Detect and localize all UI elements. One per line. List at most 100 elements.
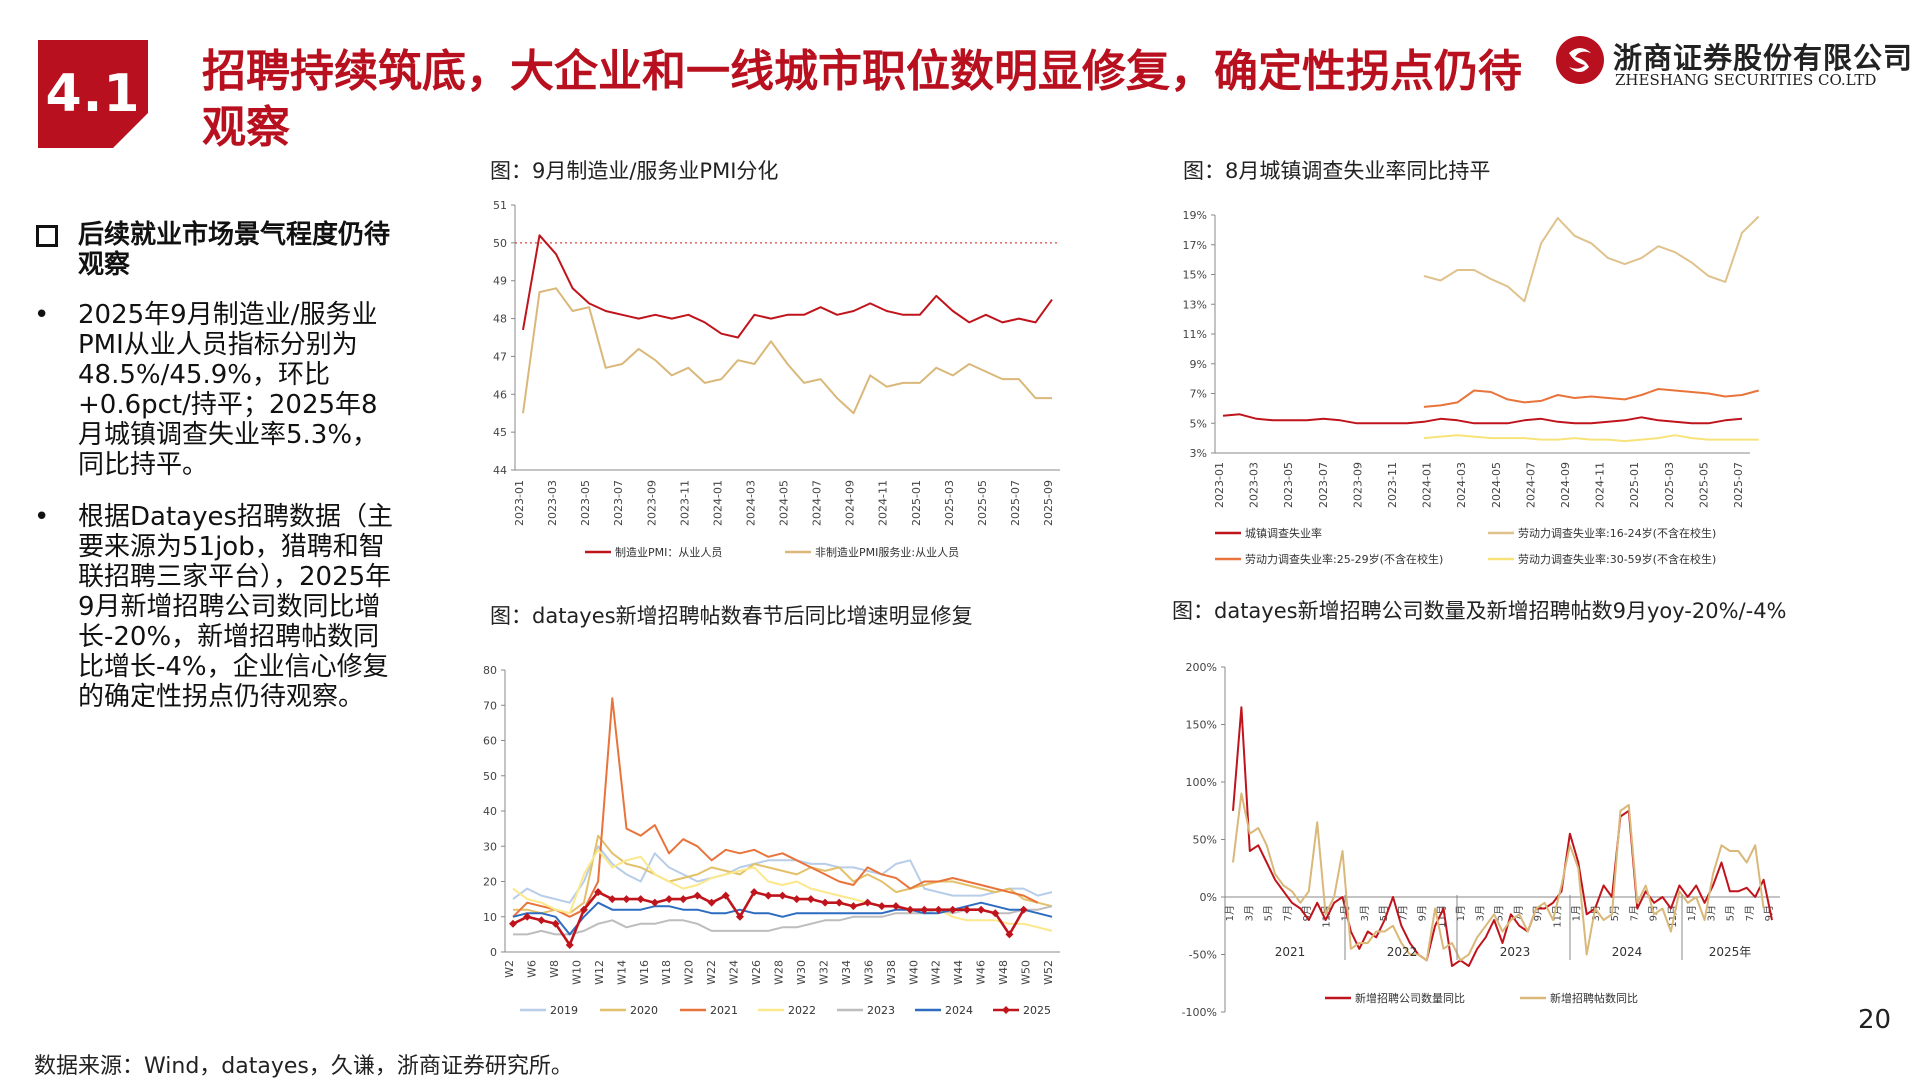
bullet-text: 2025年9月制造业/服务业PMI从业人员指标分别为48.5%/45.9%，环比… [78, 300, 379, 480]
x-tick-label: W40 [907, 960, 920, 985]
y-tick-label: 0% [1200, 891, 1217, 904]
x-tick-label: 2024-03 [1455, 462, 1468, 508]
legend-label: 2021 [710, 1004, 738, 1017]
data-point-marker [622, 895, 631, 904]
legend-label: 劳动力调查失业率:16-24岁(不含在校生) [1518, 526, 1716, 540]
legend-label: 2019 [550, 1004, 578, 1017]
legend-label: 城镇调查失业率 [1245, 526, 1322, 540]
y-tick-label: -50% [1189, 949, 1217, 962]
x-tick-label: 2023-11 [1386, 462, 1399, 508]
y-tick-label: 51 [493, 199, 507, 212]
year-label: 2024 [1612, 945, 1643, 959]
x-tick-label: 5月 [1263, 905, 1275, 921]
x-tick-label: 2024-05 [778, 480, 791, 526]
chart-4-title: 图：datayes新增招聘公司数量及新增招聘帖数9月yoy-20%/-4% [1172, 599, 1787, 623]
legend-label: 2022 [788, 1004, 816, 1017]
y-tick-label: 80 [483, 664, 497, 677]
x-tick-label: W18 [660, 960, 673, 985]
x-tick-label: 2023-05 [579, 480, 592, 526]
bullet-item: • 根据Datayes招聘数据（主要来源为51job，猎聘和智联招聘三家平台），… [34, 502, 394, 712]
series-line-3 [512, 848, 1053, 932]
logo-name-en: ZHESHANG SECURITIES CO.LTD [1615, 71, 1877, 89]
x-tick-label: 2024-07 [1524, 462, 1537, 508]
x-tick-label: 2023-07 [612, 480, 625, 526]
section-number-badge: 4.1 [38, 40, 148, 148]
x-tick-label: 2025-01 [1628, 462, 1641, 508]
data-point-marker [934, 905, 943, 914]
y-tick-label: 40 [483, 805, 497, 818]
data-point-marker [679, 895, 688, 904]
y-tick-label: -100% [1182, 1006, 1217, 1019]
series-line-0 [522, 234, 1053, 339]
x-tick-label: 2025-05 [1697, 462, 1710, 508]
legend-label: 新增招聘帖数同比 [1550, 991, 1638, 1005]
year-label: 2021 [1275, 945, 1306, 959]
data-point-marker [806, 895, 815, 904]
x-tick-label: 2024-09 [1559, 462, 1572, 508]
x-tick-label: W8 [548, 960, 561, 978]
data-point-marker [537, 916, 546, 925]
data-point-marker [1019, 905, 1028, 914]
x-tick-label: 2023-09 [645, 480, 658, 526]
x-tick-label: 3月 [1243, 905, 1255, 921]
x-tick-label: W38 [885, 960, 898, 985]
series-line-3 [1423, 434, 1759, 443]
x-tick-label: 2025-03 [1663, 462, 1676, 508]
x-tick-label: 7月 [1397, 905, 1409, 921]
x-tick-label: W50 [1020, 960, 1033, 985]
x-tick-label: 1月 [1686, 905, 1698, 921]
data-point-marker [948, 905, 957, 914]
y-tick-label: 100% [1186, 776, 1217, 789]
sidebar: 后续就业市场景气程度仍待观察 • 2025年9月制造业/服务业PMI从业人员指标… [34, 220, 394, 712]
x-tick-label: 2024-11 [1594, 462, 1607, 508]
data-point-marker [792, 895, 801, 904]
series-line-2 [1423, 388, 1759, 408]
section-heading: 后续就业市场景气程度仍待观察 [34, 220, 394, 280]
x-tick-label: 2025-05 [976, 480, 989, 526]
bullet-item: • 2025年9月制造业/服务业PMI从业人员指标分别为48.5%/45.9%，… [34, 300, 394, 480]
x-tick-label: 2024-05 [1490, 462, 1503, 508]
x-tick-label: 2025-07 [1009, 480, 1022, 526]
x-tick-label: 2024-01 [711, 480, 724, 526]
y-tick-label: 30 [483, 840, 497, 853]
data-point-marker [735, 912, 744, 921]
data-point-marker [523, 912, 532, 921]
legend-label: 制造业PMI：从业人员 [615, 545, 722, 559]
x-tick-label: 2025-07 [1732, 462, 1745, 508]
y-tick-label: 11% [1183, 328, 1207, 341]
year-label: 2025年 [1709, 945, 1752, 959]
data-point-marker [594, 888, 603, 897]
series-line-0 [1222, 413, 1743, 425]
series-line-1 [513, 834, 1053, 915]
data-point-marker [721, 891, 730, 900]
x-tick-label: W24 [728, 960, 741, 985]
data-point-marker [509, 919, 517, 928]
legend-label: 新增招聘公司数量同比 [1355, 991, 1465, 1005]
y-tick-label: 60 [483, 735, 497, 748]
series-line-1 [522, 287, 1052, 415]
bullet-dot: • [34, 502, 50, 532]
data-point-marker [977, 905, 986, 914]
data-point-marker [707, 898, 716, 907]
chart-3-title: 图：datayes新增招聘帖数春节后同比增速明显修复 [490, 604, 973, 628]
y-tick-label: 13% [1183, 298, 1207, 311]
x-tick-label: W28 [773, 960, 786, 985]
data-point-marker [650, 898, 659, 907]
x-tick-label: 5月 [1378, 905, 1390, 921]
x-tick-label: 3月 [1705, 905, 1717, 921]
chart-job-companies-yoy: 200% 150% 100% 50% 0% -50% -100% 1月 3月 5月 7月 9月 11月 1… [1182, 661, 1780, 1019]
x-tick-label: W6 [525, 960, 538, 978]
slide-title: 招聘持续筑底，大企业和一线城市职位数明显修复，确定性拐点仍待观察 [202, 46, 1522, 153]
y-tick-label: 45 [493, 426, 507, 439]
data-point-marker [863, 898, 872, 907]
legend-label: 2025 [1023, 1004, 1051, 1017]
x-tick-label: 2024-01 [1421, 462, 1434, 508]
legend-label: 劳动力调查失业率:25-29岁(不含在校生) [1245, 552, 1443, 566]
series-line-0 [512, 845, 1053, 904]
data-point-marker [750, 888, 759, 897]
x-tick-label: W14 [615, 960, 628, 985]
x-tick-label: 9月 [1417, 905, 1429, 921]
badge-corner [113, 113, 148, 148]
x-tick-label: W42 [930, 960, 943, 985]
x-tick-label: W30 [795, 960, 808, 985]
